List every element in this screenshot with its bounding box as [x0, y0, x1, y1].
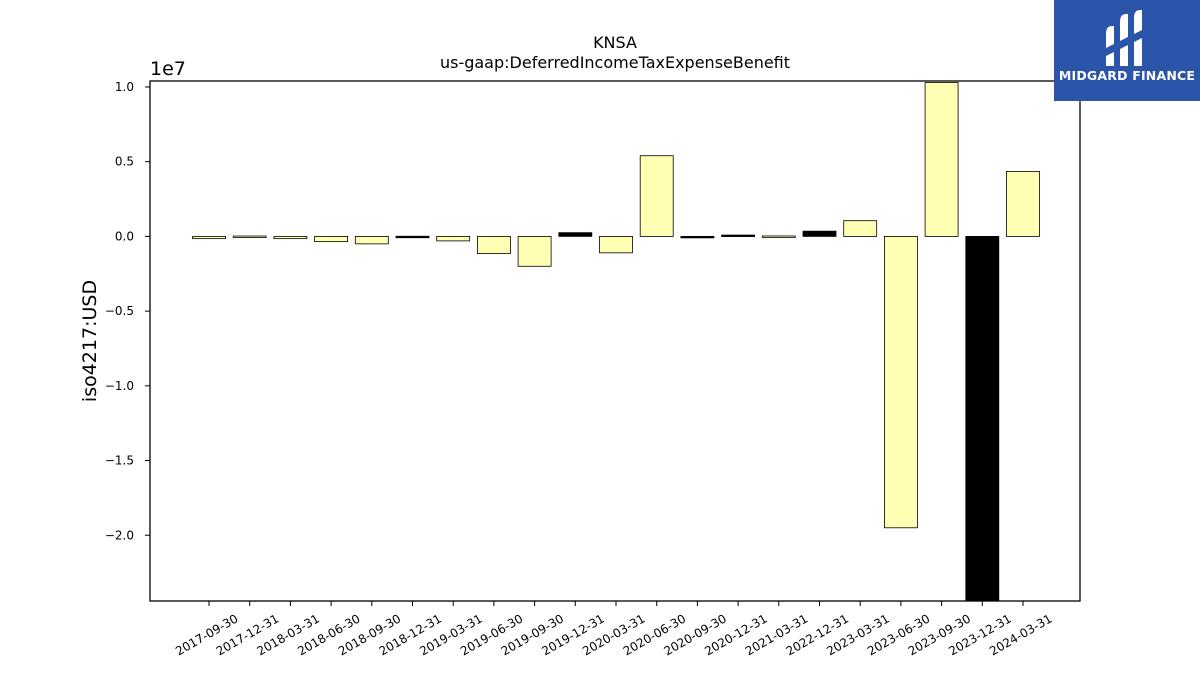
bar-2020-06-30 — [639, 155, 674, 237]
chart-subtitle: us-gaap:DeferredIncomeTaxExpenseBenefit — [440, 53, 790, 72]
bar-2023-12-31 — [965, 236, 1000, 602]
bar-2020-09-30 — [680, 235, 715, 239]
y-tick-label: −1.0 — [105, 379, 134, 393]
bar-2017-09-30 — [192, 236, 226, 240]
bar-2019-09-30 — [517, 236, 552, 267]
bar-2018-12-31 — [395, 235, 430, 239]
y-tick-label: 0.0 — [115, 229, 134, 243]
bar-2019-03-31 — [436, 236, 471, 242]
logo-mark-icon — [1106, 10, 1142, 66]
bar-2020-03-31 — [599, 236, 633, 254]
plot-frame — [149, 80, 1081, 602]
bar-2017-12-31 — [232, 235, 267, 238]
bar-2019-12-31 — [558, 232, 593, 237]
bar-2023-06-30 — [884, 236, 918, 529]
midgard-finance-logo: MIDGARD FINANCE — [1054, 0, 1200, 101]
bar-2021-03-31 — [761, 235, 796, 238]
logo-text: MIDGARD FINANCE — [1058, 68, 1196, 83]
y-tick-label: −2.0 — [105, 528, 134, 542]
bar-2018-09-30 — [354, 236, 389, 245]
bar-2022-12-31 — [802, 230, 837, 237]
bar-2020-12-31 — [721, 234, 755, 237]
x-ticks-group: 2017-09-302017-12-312018-03-312018-06-30… — [173, 601, 1055, 658]
bar-2024-03-31 — [1006, 171, 1040, 237]
y-axis-label: iso4217:USD — [79, 280, 101, 402]
bar-2018-06-30 — [314, 236, 349, 243]
bars-group — [192, 82, 1040, 602]
y-tick-label: 1.0 — [115, 80, 134, 94]
y-scale-label: 1e7 — [150, 58, 186, 80]
bar-2019-06-30 — [476, 236, 511, 254]
y-tick-label: −1.5 — [105, 454, 134, 468]
y-ticks-group: 1.0 0.5 0.0 −0.5 −1.0 −1.5 −2.0 — [105, 80, 150, 542]
bar-2023-03-31 — [843, 220, 878, 237]
y-tick-label: 0.5 — [115, 155, 134, 169]
bar-2018-03-31 — [273, 236, 308, 240]
bar-2023-09-30 — [924, 82, 959, 237]
chart-title: KNSA — [593, 33, 637, 52]
y-tick-label: −0.5 — [105, 304, 134, 318]
